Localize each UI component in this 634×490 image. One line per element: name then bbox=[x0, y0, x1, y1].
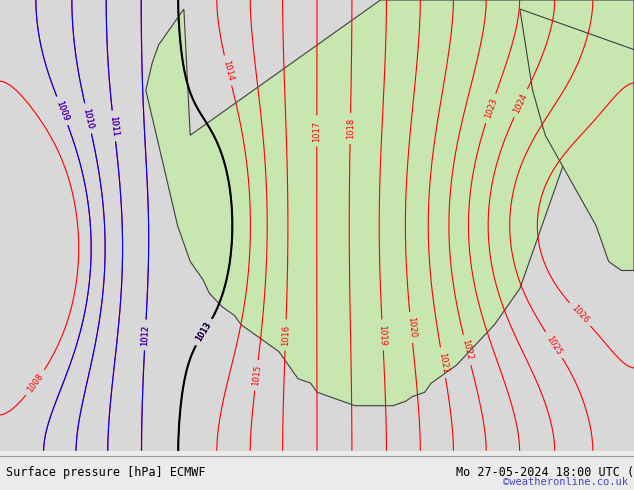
Text: Surface pressure [hPa] ECMWF: Surface pressure [hPa] ECMWF bbox=[6, 466, 206, 479]
Text: 1012: 1012 bbox=[140, 324, 150, 345]
Text: 1009: 1009 bbox=[55, 99, 70, 122]
Text: 1009: 1009 bbox=[55, 99, 70, 122]
Text: Mo 27-05-2024 18:00 UTC (06+12): Mo 27-05-2024 18:00 UTC (06+12) bbox=[456, 466, 634, 479]
Text: 1010: 1010 bbox=[81, 107, 95, 129]
Polygon shape bbox=[146, 0, 634, 406]
Text: 1014: 1014 bbox=[221, 59, 235, 82]
Text: 1026: 1026 bbox=[569, 304, 590, 325]
Polygon shape bbox=[520, 9, 634, 270]
Text: 1018: 1018 bbox=[346, 118, 355, 139]
Text: 1021: 1021 bbox=[437, 351, 450, 374]
Text: 1019: 1019 bbox=[378, 324, 387, 345]
Text: 1013: 1013 bbox=[195, 321, 213, 343]
Text: 1011: 1011 bbox=[108, 115, 119, 137]
Text: 1025: 1025 bbox=[545, 334, 564, 356]
Text: 1017: 1017 bbox=[313, 121, 321, 142]
Text: 1012: 1012 bbox=[140, 324, 150, 345]
Text: 1016: 1016 bbox=[281, 324, 290, 345]
Text: 1011: 1011 bbox=[108, 115, 119, 137]
Text: 1024: 1024 bbox=[512, 92, 529, 115]
Text: 1020: 1020 bbox=[406, 317, 417, 338]
Text: 1022: 1022 bbox=[460, 339, 474, 361]
Text: 1013: 1013 bbox=[195, 321, 213, 343]
Text: ©weatheronline.co.uk: ©weatheronline.co.uk bbox=[503, 477, 628, 487]
Text: 1013: 1013 bbox=[195, 321, 213, 343]
Text: 1008: 1008 bbox=[25, 371, 46, 394]
Text: 1015: 1015 bbox=[251, 364, 262, 386]
Text: 1010: 1010 bbox=[81, 107, 95, 129]
Text: 1023: 1023 bbox=[483, 97, 498, 120]
